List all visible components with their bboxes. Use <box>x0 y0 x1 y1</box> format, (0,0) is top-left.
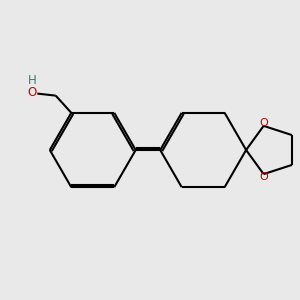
Text: O: O <box>259 118 268 128</box>
Text: O: O <box>259 172 268 182</box>
Text: O: O <box>27 86 37 99</box>
Text: H: H <box>28 74 36 87</box>
